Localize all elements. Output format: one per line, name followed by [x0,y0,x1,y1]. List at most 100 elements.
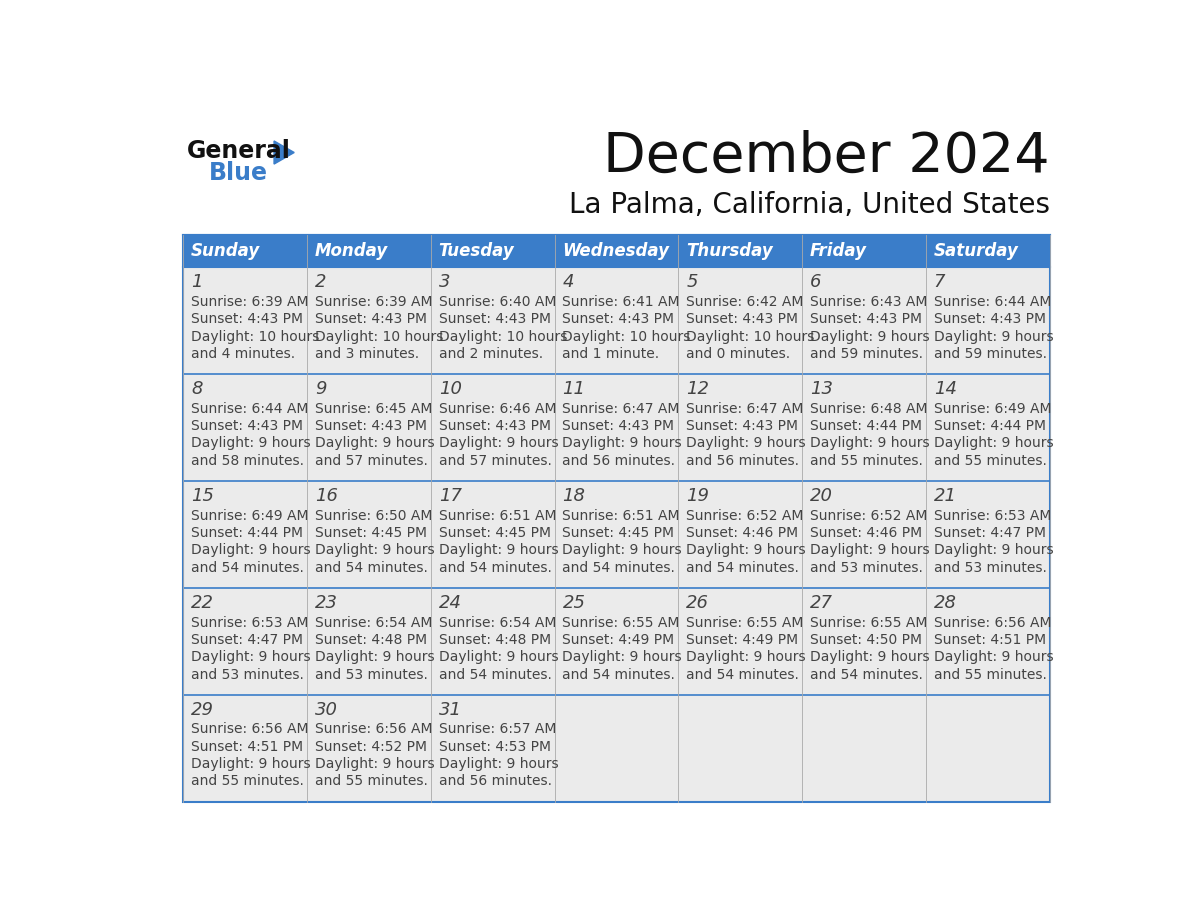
Text: Sunset: 4:46 PM: Sunset: 4:46 PM [687,526,798,540]
Bar [431,588,555,695]
Text: Sunset: 4:43 PM: Sunset: 4:43 PM [562,312,675,326]
Bar [555,695,678,801]
Text: Sunset: 4:48 PM: Sunset: 4:48 PM [315,633,426,647]
Text: Sunrise: 6:56 AM: Sunrise: 6:56 AM [934,616,1051,630]
Text: Sunset: 4:53 PM: Sunset: 4:53 PM [438,740,551,754]
Bar [802,588,927,695]
Text: 12: 12 [687,380,709,398]
Text: Sunrise: 6:54 AM: Sunrise: 6:54 AM [438,616,556,630]
Text: and 54 minutes.: and 54 minutes. [687,561,800,575]
Text: Sunset: 4:47 PM: Sunset: 4:47 PM [934,526,1045,540]
Text: Daylight: 9 hours: Daylight: 9 hours [934,650,1054,665]
Text: Saturday: Saturday [934,242,1018,260]
Text: 4: 4 [562,274,574,291]
Bar [431,235,555,267]
Text: Sunrise: 6:48 AM: Sunrise: 6:48 AM [810,402,928,416]
Text: and 59 minutes.: and 59 minutes. [810,347,923,361]
Text: and 53 minutes.: and 53 minutes. [934,561,1047,575]
Text: Sunset: 4:43 PM: Sunset: 4:43 PM [687,420,798,433]
Bar [678,695,802,801]
Bar [802,695,927,801]
Text: Sunset: 4:48 PM: Sunset: 4:48 PM [438,633,551,647]
Text: Sunrise: 6:55 AM: Sunrise: 6:55 AM [562,616,680,630]
Text: Daylight: 9 hours: Daylight: 9 hours [191,650,311,665]
Text: 9: 9 [315,380,327,398]
Text: 11: 11 [562,380,586,398]
Text: Sunset: 4:43 PM: Sunset: 4:43 PM [191,420,303,433]
Text: and 54 minutes.: and 54 minutes. [562,667,675,681]
Text: and 55 minutes.: and 55 minutes. [934,453,1047,468]
Text: and 54 minutes.: and 54 minutes. [687,667,800,681]
Text: Daylight: 9 hours: Daylight: 9 hours [191,757,311,771]
Text: Sunset: 4:47 PM: Sunset: 4:47 PM [191,633,303,647]
Text: Sunrise: 6:47 AM: Sunrise: 6:47 AM [562,402,680,416]
Bar [431,267,555,375]
Bar [927,695,1050,801]
Text: Sunset: 4:43 PM: Sunset: 4:43 PM [315,420,426,433]
Bar [678,588,802,695]
Text: Thursday: Thursday [687,242,773,260]
Bar [183,375,308,481]
Text: Daylight: 9 hours: Daylight: 9 hours [191,436,311,451]
Bar [555,267,678,375]
Text: Daylight: 9 hours: Daylight: 9 hours [315,757,435,771]
Text: Sunset: 4:44 PM: Sunset: 4:44 PM [191,526,303,540]
Text: Daylight: 9 hours: Daylight: 9 hours [934,436,1054,451]
Text: Sunrise: 6:42 AM: Sunrise: 6:42 AM [687,295,803,309]
Text: La Palma, California, United States: La Palma, California, United States [569,191,1050,219]
Text: 25: 25 [562,594,586,612]
Text: Blue: Blue [209,161,268,185]
Text: Sunrise: 6:40 AM: Sunrise: 6:40 AM [438,295,556,309]
Bar [431,375,555,481]
Text: 28: 28 [934,594,956,612]
Text: Sunset: 4:45 PM: Sunset: 4:45 PM [315,526,426,540]
Text: and 1 minute.: and 1 minute. [562,347,659,361]
Text: and 56 minutes.: and 56 minutes. [438,775,551,789]
Polygon shape [274,141,295,164]
Text: Daylight: 10 hours: Daylight: 10 hours [687,330,815,343]
Text: and 57 minutes.: and 57 minutes. [438,453,551,468]
Text: Daylight: 9 hours: Daylight: 9 hours [687,436,805,451]
Bar [802,375,927,481]
Text: Sunrise: 6:53 AM: Sunrise: 6:53 AM [934,509,1051,522]
Text: Daylight: 9 hours: Daylight: 9 hours [810,650,930,665]
Text: 14: 14 [934,380,956,398]
Text: 2: 2 [315,274,327,291]
Text: and 59 minutes.: and 59 minutes. [934,347,1047,361]
Text: Sunrise: 6:56 AM: Sunrise: 6:56 AM [315,722,432,736]
Text: 31: 31 [438,701,462,719]
Bar [431,481,555,588]
Text: Sunday: Sunday [191,242,260,260]
Text: 27: 27 [810,594,833,612]
Text: 1: 1 [191,274,203,291]
Text: Sunset: 4:43 PM: Sunset: 4:43 PM [562,420,675,433]
Text: and 54 minutes.: and 54 minutes. [191,561,304,575]
Text: 21: 21 [934,487,956,505]
Text: Sunrise: 6:57 AM: Sunrise: 6:57 AM [438,722,556,736]
Bar [183,695,308,801]
Text: December 2024: December 2024 [604,129,1050,184]
Text: Daylight: 10 hours: Daylight: 10 hours [438,330,567,343]
Text: Sunset: 4:49 PM: Sunset: 4:49 PM [562,633,675,647]
Text: Sunrise: 6:51 AM: Sunrise: 6:51 AM [438,509,556,522]
Text: Sunrise: 6:41 AM: Sunrise: 6:41 AM [562,295,680,309]
Bar [555,588,678,695]
Text: Daylight: 9 hours: Daylight: 9 hours [934,543,1054,557]
Bar [802,267,927,375]
Text: Sunset: 4:43 PM: Sunset: 4:43 PM [687,312,798,326]
Text: Daylight: 9 hours: Daylight: 9 hours [810,330,930,343]
Text: 17: 17 [438,487,462,505]
Text: Sunrise: 6:51 AM: Sunrise: 6:51 AM [562,509,680,522]
Bar [678,235,802,267]
Bar [927,588,1050,695]
Text: Sunrise: 6:55 AM: Sunrise: 6:55 AM [687,616,803,630]
Text: Sunset: 4:45 PM: Sunset: 4:45 PM [438,526,551,540]
Text: Sunrise: 6:52 AM: Sunrise: 6:52 AM [687,509,803,522]
Text: Friday: Friday [810,242,867,260]
Text: 30: 30 [315,701,337,719]
Text: Sunrise: 6:49 AM: Sunrise: 6:49 AM [191,509,309,522]
Text: and 55 minutes.: and 55 minutes. [934,667,1047,681]
Text: 22: 22 [191,594,214,612]
Text: and 56 minutes.: and 56 minutes. [562,453,676,468]
Text: Sunset: 4:46 PM: Sunset: 4:46 PM [810,526,922,540]
